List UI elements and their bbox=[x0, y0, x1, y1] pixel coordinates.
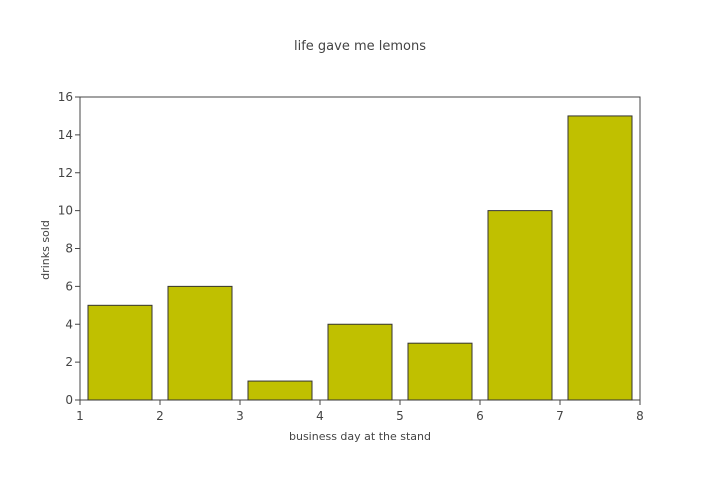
x-tick-label: 2 bbox=[156, 409, 164, 423]
x-tick-label: 4 bbox=[316, 409, 324, 423]
x-tick-label: 6 bbox=[476, 409, 484, 423]
x-tick-label: 7 bbox=[556, 409, 564, 423]
chart-title: life gave me lemons bbox=[294, 39, 426, 54]
bar-day-2 bbox=[167, 285, 233, 401]
x-tick-label: 5 bbox=[396, 409, 404, 423]
x-tick-label: 3 bbox=[236, 409, 244, 423]
y-tick-label: 12 bbox=[58, 166, 73, 180]
y-tick-label: 14 bbox=[58, 128, 73, 142]
bar-day-7 bbox=[567, 115, 633, 401]
y-tick-label: 8 bbox=[65, 242, 73, 256]
bar-day-5 bbox=[407, 342, 473, 401]
y-tick-label: 16 bbox=[58, 90, 73, 104]
x-tick-label: 1 bbox=[76, 409, 84, 423]
bar-day-4 bbox=[327, 323, 393, 401]
y-axis-title: drinks sold bbox=[39, 220, 52, 280]
x-axis-title: business day at the stand bbox=[289, 430, 431, 443]
y-tick-label: 4 bbox=[65, 317, 73, 331]
y-tick-label: 10 bbox=[58, 204, 73, 218]
y-tick-label: 6 bbox=[65, 279, 73, 293]
bar-day-6 bbox=[487, 210, 553, 401]
bar-day-3 bbox=[247, 380, 313, 401]
y-tick-label: 0 bbox=[65, 393, 73, 407]
x-tick-label: 8 bbox=[636, 409, 644, 423]
y-tick-label: 2 bbox=[65, 355, 73, 369]
bar-day-1 bbox=[87, 304, 153, 401]
